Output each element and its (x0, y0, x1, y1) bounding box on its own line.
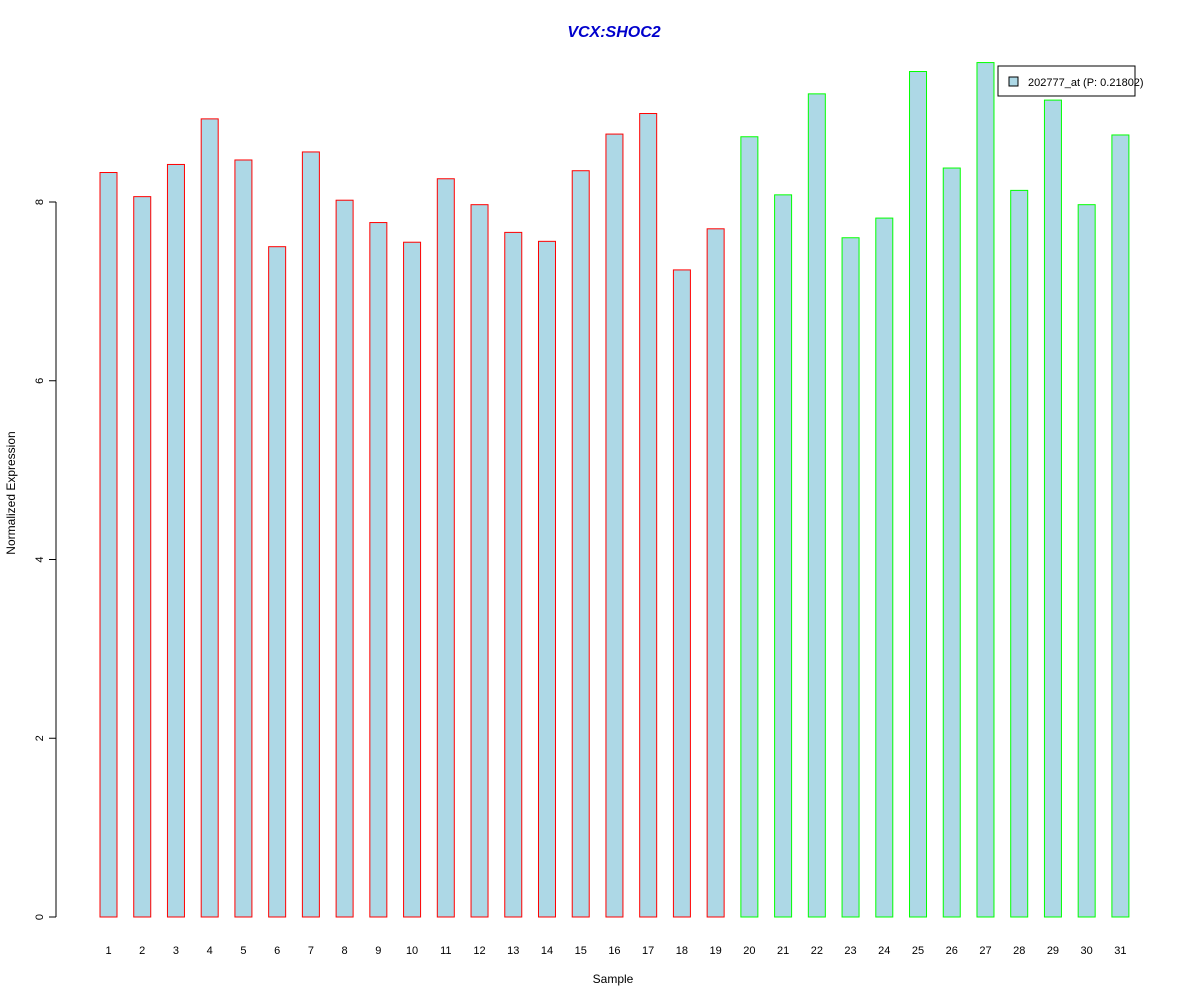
bar-9 (369, 222, 388, 918)
bar-20 (740, 136, 759, 918)
bar-2 (133, 196, 152, 918)
y-tick-label: 6 (34, 378, 46, 384)
x-tick-label: 17 (642, 945, 654, 957)
bar-21 (774, 194, 793, 918)
x-tick-label: 5 (240, 945, 246, 957)
x-tick-label: 29 (1047, 945, 1059, 957)
y-axis: 0 2 4 6 8 (34, 199, 57, 920)
bar-19 (706, 228, 725, 918)
x-tick-label: 30 (1081, 945, 1093, 957)
chart-title: VCX:SHOC2 (567, 24, 660, 41)
x-tick-label: 9 (375, 945, 381, 957)
x-axis-label: Sample (593, 972, 634, 986)
x-tick-label: 11 (440, 945, 451, 957)
x-tick-label: 21 (777, 945, 789, 957)
legend: 202777_at (P: 0.21802) (997, 65, 1144, 97)
x-tick-label: 19 (710, 945, 722, 957)
x-tick-label: 15 (575, 945, 587, 957)
y-tick-label: 8 (34, 199, 46, 205)
bar-1 (99, 172, 118, 918)
x-tick-label: 3 (173, 945, 179, 957)
bar-16 (605, 133, 624, 918)
bar-6 (268, 246, 287, 918)
bar-28 (1010, 189, 1029, 918)
bar-30 (1077, 204, 1096, 918)
bar-25 (909, 71, 928, 918)
bar-14 (537, 240, 556, 918)
bar-10 (403, 241, 422, 918)
x-tick-label: 18 (676, 945, 688, 957)
bar-26 (942, 167, 961, 918)
bar-12 (470, 204, 489, 918)
y-tick-label: 0 (34, 914, 46, 920)
x-tick-label: 24 (878, 945, 890, 957)
y-tick-label: 2 (34, 735, 46, 741)
bar-22 (807, 93, 826, 918)
x-tick-label: 12 (473, 945, 485, 957)
x-tick-label: 28 (1013, 945, 1025, 957)
x-tick-label: 25 (912, 945, 924, 957)
bar-27 (976, 62, 995, 918)
bar-11 (436, 178, 455, 918)
x-axis: 1 2 3 4 5 6 7 8 9 10 11 12 13 14 15 16 17 18 19 20 21 22 23 24 2… (105, 945, 1126, 957)
x-tick-label: 16 (608, 945, 620, 957)
bar-29 (1043, 99, 1062, 918)
bar-3 (166, 163, 185, 918)
bar-7 (301, 151, 320, 918)
x-tick-label: 20 (743, 945, 755, 957)
bars (99, 62, 1130, 918)
x-tick-label: 22 (811, 945, 823, 957)
x-tick-label: 14 (541, 945, 553, 957)
x-tick-label: 31 (1114, 945, 1126, 957)
x-tick-label: 10 (406, 945, 418, 957)
x-tick-label: 27 (979, 945, 991, 957)
x-tick-label: 6 (274, 945, 280, 957)
bar-31 (1111, 134, 1130, 918)
x-tick-label: 2 (139, 945, 145, 957)
bar-18 (672, 269, 691, 918)
x-tick-label: 1 (105, 945, 111, 957)
bar-17 (639, 113, 658, 918)
bar-13 (504, 231, 523, 918)
y-tick-label: 4 (34, 556, 46, 562)
x-tick-label: 26 (946, 945, 958, 957)
bar-15 (571, 170, 590, 918)
legend-box (997, 65, 1136, 97)
x-tick-label: 23 (844, 945, 856, 957)
x-tick-label: 4 (207, 945, 213, 957)
bar-23 (841, 237, 860, 918)
bar-4 (200, 118, 219, 918)
bar-5 (234, 159, 253, 918)
legend-label: 202777_at (P: 0.21802) (1028, 77, 1144, 89)
bar-8 (335, 199, 354, 918)
bar-24 (875, 217, 894, 918)
legend-swatch (1008, 76, 1019, 87)
x-tick-label: 8 (342, 945, 348, 957)
x-tick-label: 13 (507, 945, 519, 957)
y-axis-label: Normalized Expression (4, 431, 18, 554)
x-tick-label: 7 (308, 945, 314, 957)
